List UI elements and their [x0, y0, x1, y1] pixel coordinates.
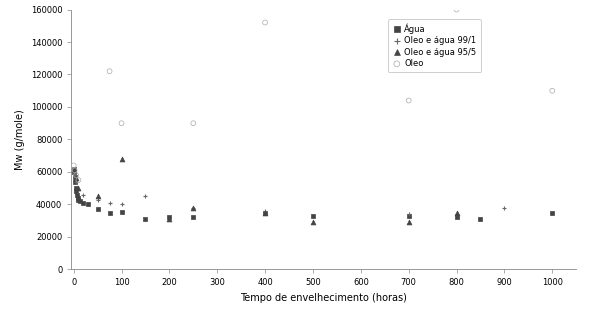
Oleo e água 99/1: [105, 200, 114, 205]
Oleo e água 99/1: [69, 166, 78, 171]
Oleo: [188, 121, 198, 126]
Oleo: [548, 88, 557, 93]
Oleo e água 99/1: [93, 197, 102, 202]
Legend: Água, Oleo e água 99/1, Oleo e água 95/5, Oleo: Água, Oleo e água 99/1, Oleo e água 95/5…: [388, 19, 481, 72]
Água: [78, 200, 88, 205]
Oleo e água 99/1: [71, 179, 81, 184]
Oleo: [105, 69, 114, 74]
Água: [141, 217, 150, 222]
Água: [452, 215, 462, 220]
Água: [117, 209, 127, 214]
Oleo e água 95/5: [165, 217, 174, 222]
Água: [71, 189, 81, 194]
Água: [69, 169, 79, 174]
Água: [72, 195, 82, 201]
Oleo e água 99/1: [78, 192, 88, 197]
Oleo e água 95/5: [188, 205, 198, 210]
Oleo e água 95/5: [69, 168, 78, 173]
Y-axis label: Mw (g/mole): Mw (g/mole): [15, 109, 25, 170]
Água: [476, 217, 485, 222]
Oleo e água 95/5: [452, 210, 462, 215]
Oleo: [404, 98, 413, 103]
Água: [548, 210, 557, 215]
Oleo e água 95/5: [71, 176, 81, 181]
Oleo e água 95/5: [117, 157, 127, 162]
Oleo: [71, 173, 81, 178]
Água: [188, 215, 198, 220]
Água: [260, 210, 270, 215]
Oleo e água 95/5: [260, 210, 270, 215]
Água: [71, 186, 80, 191]
Água: [75, 199, 85, 204]
Oleo: [70, 168, 80, 173]
Oleo e água 99/1: [188, 205, 198, 210]
Oleo e água 99/1: [141, 194, 150, 199]
Água: [70, 174, 80, 179]
Água: [69, 166, 78, 171]
X-axis label: Tempo de envelhecimento (horas): Tempo de envelhecimento (horas): [241, 293, 407, 303]
Oleo e água 95/5: [74, 186, 83, 191]
Oleo e água 99/1: [500, 205, 509, 210]
Água: [83, 202, 93, 207]
Oleo e água 99/1: [70, 173, 80, 178]
Oleo: [74, 178, 83, 183]
Oleo: [117, 121, 127, 126]
Oleo e água 95/5: [308, 220, 318, 225]
Oleo e água 99/1: [74, 187, 83, 192]
Oleo e água 99/1: [404, 212, 413, 217]
Água: [105, 210, 114, 215]
Água: [308, 213, 318, 218]
Oleo e água 95/5: [93, 194, 102, 199]
Oleo e água 99/1: [117, 202, 127, 207]
Oleo: [260, 20, 270, 25]
Água: [70, 179, 80, 184]
Água: [74, 197, 83, 202]
Oleo e água 99/1: [260, 209, 270, 214]
Água: [93, 207, 102, 212]
Água: [404, 213, 413, 218]
Oleo e água 95/5: [404, 220, 413, 225]
Oleo: [452, 7, 462, 12]
Água: [165, 215, 174, 220]
Oleo e água 99/1: [452, 212, 462, 217]
Água: [72, 192, 81, 197]
Oleo: [69, 163, 78, 168]
